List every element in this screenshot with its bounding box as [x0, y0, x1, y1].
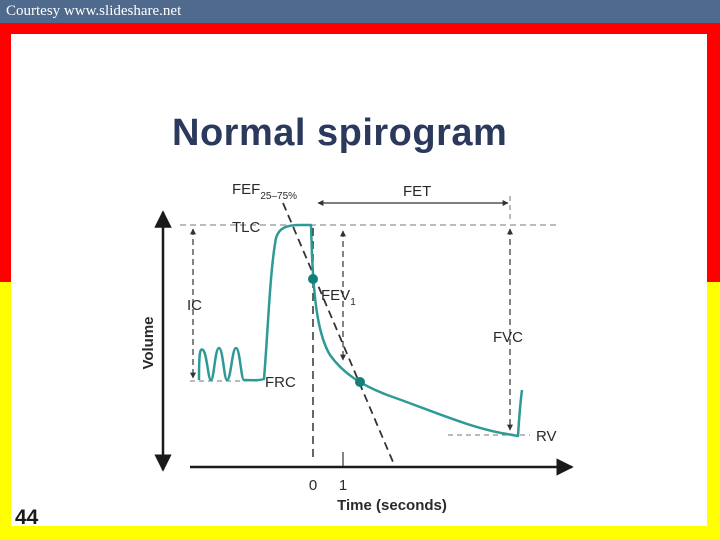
fvc-label: FVC: [493, 329, 523, 346]
spirogram-curve: [197, 223, 524, 438]
fef75-point: [355, 377, 365, 387]
fef-slope-line: [282, 202, 394, 463]
slide-number: 44: [15, 506, 39, 529]
volume-axis-label: Volume: [140, 316, 157, 369]
fev1-point: [308, 274, 318, 284]
fef-label: FEF25–75%: [232, 181, 297, 202]
tlc-label: TLC: [232, 219, 261, 236]
tick-label-0: 0: [309, 477, 317, 494]
ic-label: IC: [187, 297, 202, 314]
slide-title: Normal spirogram: [172, 112, 508, 154]
courtesy-text: Courtesy www.slideshare.net: [6, 3, 182, 19]
tick-label-1: 1: [339, 477, 347, 494]
fev1-label: FEV1: [321, 287, 356, 308]
rv-label: RV: [536, 428, 557, 445]
header-bar: Courtesy www.slideshare.net: [0, 0, 720, 23]
frc-label: FRC: [265, 374, 296, 391]
slide-panel: [11, 34, 707, 526]
fet-label: FET: [403, 183, 431, 200]
time-axis-label: Time (seconds): [337, 497, 447, 514]
